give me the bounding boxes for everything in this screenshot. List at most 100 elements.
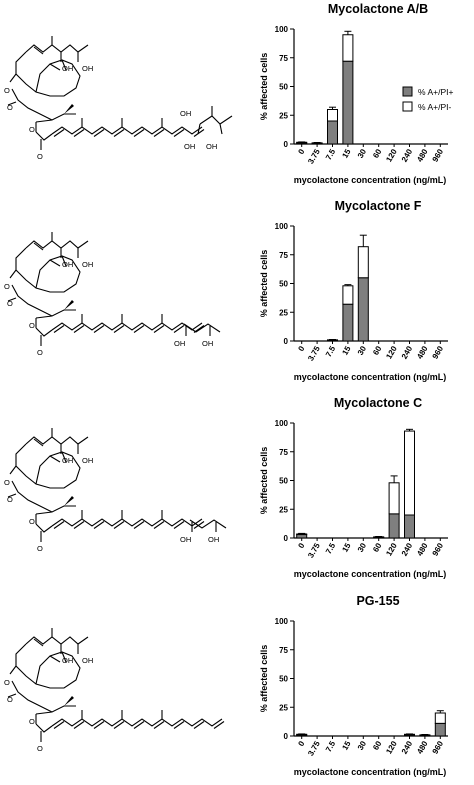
- x-tick-label: 120: [384, 147, 399, 164]
- x-tick-label: 0: [296, 147, 306, 156]
- double-bond: [73, 325, 85, 333]
- bond-line: [9, 73, 17, 83]
- bar-a-pi-pos: [342, 60, 354, 145]
- double-bond: [153, 129, 165, 137]
- atom-label: O: [29, 517, 35, 526]
- atom-label: O: [37, 348, 43, 357]
- bar-a-pi-neg: [342, 285, 354, 305]
- double-bond: [113, 721, 125, 729]
- x-axis-label: mycolactone concentration (ng/mL): [294, 175, 447, 185]
- double-bond: [113, 325, 125, 333]
- bond-line: [11, 680, 53, 713]
- atom-label: OH: [180, 109, 191, 118]
- x-tick-label: 0: [296, 739, 306, 748]
- chart-panel-1: Mycolactone A/B 0 25 50 75 100 % affected cell…: [259, 2, 453, 185]
- bond-line: [25, 44, 89, 53]
- double-bond: [53, 129, 65, 137]
- bond-line: [9, 465, 17, 475]
- x-tick-label: 960: [431, 739, 446, 756]
- x-tick-label: 960: [431, 344, 446, 361]
- chart-title: Mycolactone F: [335, 199, 422, 213]
- bar-a-pi-pos: [327, 120, 338, 145]
- bond-line: [33, 638, 44, 647]
- double-bond: [113, 129, 125, 137]
- bar-a-pi-neg: [404, 733, 415, 736]
- chart-title: PG-155: [356, 594, 399, 608]
- x-tick-label: 30: [356, 147, 369, 160]
- x-tick-label: 480: [415, 147, 430, 164]
- bond-line: [15, 643, 81, 689]
- atom-label: OH: [62, 656, 73, 665]
- bar-a-pi-neg: [311, 142, 323, 144]
- atom-label: O: [29, 717, 35, 726]
- x-axis-label: mycolactone concentration (ng/mL): [294, 767, 447, 777]
- double-bond: [153, 521, 165, 529]
- chart-title: Mycolactone A/B: [328, 2, 428, 16]
- x-tick-label: 240: [400, 344, 415, 361]
- atom-label: O: [7, 495, 13, 504]
- y-tick-label: 25: [279, 505, 288, 514]
- y-tick-label: 0: [284, 732, 289, 741]
- bond-line: [35, 523, 53, 533]
- bond-line: [33, 46, 44, 55]
- atom-label: O: [29, 321, 35, 330]
- double-bond: [93, 325, 105, 333]
- atom-label: OH: [208, 535, 219, 544]
- double-bond: [93, 721, 105, 729]
- x-tick-label: 120: [384, 344, 399, 361]
- chart-panel-3: Mycolactone C 0 25 50 75 100 % affected cells 0…: [259, 396, 448, 579]
- double-bond: [113, 521, 125, 529]
- atom-label: OH: [202, 339, 213, 348]
- bond-line: [35, 505, 76, 515]
- x-tick-label: 120: [384, 739, 399, 756]
- stereo-wedge: [64, 696, 74, 706]
- x-tick-label: 960: [431, 147, 446, 164]
- double-bond: [61, 651, 67, 663]
- y-tick-label: 100: [275, 25, 289, 34]
- bar-a-pi-pos: [342, 303, 354, 342]
- double-bond: [133, 721, 145, 729]
- bond-line: [7, 693, 17, 698]
- chart-panel-2: Mycolactone F 0 25 50 75 100 % affected cells 0…: [259, 199, 448, 382]
- double-bond: [153, 325, 165, 333]
- bond-line: [9, 665, 17, 675]
- bar-a-pi-neg: [342, 34, 354, 62]
- legend-label: % A+/PI+: [418, 87, 453, 97]
- x-tick-label: 30: [356, 541, 369, 554]
- double-bond: [193, 721, 205, 729]
- atom-label: OH: [82, 64, 93, 73]
- bond-line: [51, 518, 203, 527]
- double-bond: [73, 721, 85, 729]
- bond-line: [51, 126, 203, 135]
- x-tick-label: 30: [356, 344, 369, 357]
- y-tick-label: 50: [279, 477, 288, 486]
- atom-label: O: [4, 678, 10, 687]
- atom-label: O: [37, 544, 43, 553]
- atom-label: O: [29, 125, 35, 134]
- bar-a-pi-neg: [357, 246, 369, 279]
- bond-line: [15, 247, 81, 293]
- x-tick-label: 240: [400, 541, 415, 558]
- bar-a-pi-pos: [404, 514, 415, 539]
- y-tick-label: 100: [275, 617, 289, 626]
- y-axis-label: % affected cells: [259, 447, 269, 515]
- bond-line: [15, 443, 81, 489]
- x-tick-label: 15: [340, 739, 353, 752]
- double-bond: [61, 255, 67, 267]
- bond-line: [11, 88, 53, 121]
- x-tick-label: 480: [415, 344, 430, 361]
- x-tick-label: 60: [371, 147, 384, 160]
- bond-line: [35, 327, 53, 337]
- x-tick-label: 60: [371, 739, 384, 752]
- legend: % A+/PI+ % A+/PI-: [402, 86, 453, 112]
- double-bond: [133, 325, 145, 333]
- double-bond: [49, 455, 61, 463]
- double-bond: [61, 59, 67, 71]
- double-bond: [93, 129, 105, 137]
- bar-a-pi-neg: [296, 733, 308, 736]
- double-bond: [53, 521, 65, 529]
- stereo-wedge: [64, 104, 74, 114]
